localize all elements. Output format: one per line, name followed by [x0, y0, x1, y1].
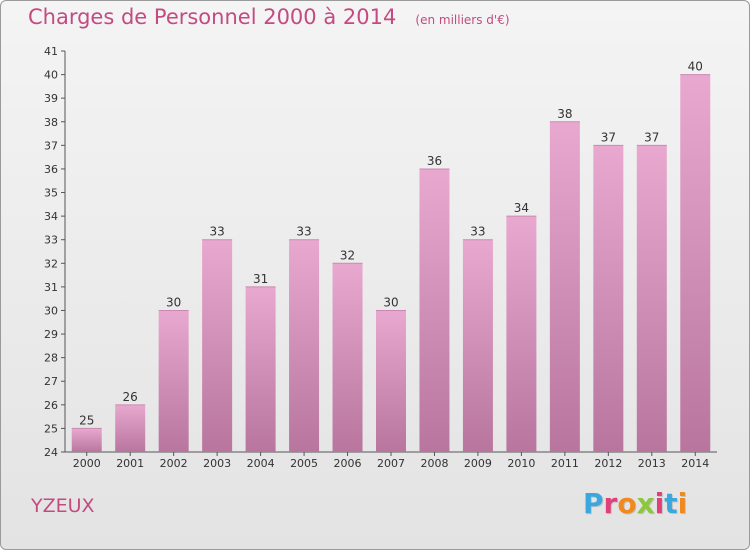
logo-letter: o	[617, 487, 637, 520]
y-tick-label: 25	[44, 422, 58, 435]
bar-value-label: 37	[601, 130, 616, 144]
y-tick-label: 38	[44, 116, 58, 129]
y-tick-label: 30	[44, 304, 58, 317]
x-tick-label: 2012	[594, 457, 622, 470]
x-tick-label: 2013	[638, 457, 666, 470]
y-tick-label: 32	[44, 257, 58, 270]
bar-value-label: 37	[644, 130, 659, 144]
bar	[419, 168, 450, 453]
x-tick-label: 2003	[203, 457, 231, 470]
bar-value-label: 33	[209, 225, 224, 239]
bar-value-label: 33	[296, 225, 311, 239]
commune-name: YZEUX	[31, 495, 95, 517]
x-tick-label: 2007	[377, 457, 405, 470]
y-tick-label: 35	[44, 187, 58, 200]
bar	[462, 239, 493, 452]
x-tick-label: 2006	[334, 457, 362, 470]
bar	[593, 145, 624, 452]
bar	[332, 263, 363, 452]
bar-value-label: 33	[470, 225, 485, 239]
y-tick-label: 26	[44, 399, 58, 412]
x-tick-label: 2004	[247, 457, 275, 470]
x-tick-label: 2001	[116, 457, 144, 470]
y-tick-label: 29	[44, 328, 58, 341]
logo-letter: i	[654, 487, 665, 520]
bar	[71, 428, 102, 452]
bar	[202, 239, 233, 452]
x-tick-label: 2010	[507, 457, 535, 470]
bar	[289, 239, 320, 452]
bar	[680, 74, 711, 453]
title-row: Charges de Personnel 2000 à 2014 (en mil…	[28, 5, 510, 29]
y-tick-label: 41	[44, 45, 58, 58]
bar	[549, 121, 580, 452]
bar-value-label: 31	[253, 272, 268, 286]
x-tick-label: 2000	[73, 457, 101, 470]
bar-value-label: 32	[340, 248, 355, 262]
y-tick-label: 34	[44, 210, 58, 223]
logo-letter: r	[603, 487, 618, 520]
x-tick-label: 2002	[160, 457, 188, 470]
bar	[115, 404, 146, 452]
bar-value-label: 36	[427, 154, 442, 168]
y-tick-label: 36	[44, 163, 58, 176]
bar-value-label: 26	[123, 390, 138, 404]
x-tick-label: 2014	[681, 457, 709, 470]
chart-subtitle: (en milliers d'€)	[415, 13, 510, 27]
bar-value-label: 40	[688, 60, 703, 74]
bar	[376, 310, 406, 452]
y-tick-label: 33	[44, 234, 58, 247]
bar	[636, 145, 667, 452]
y-tick-label: 27	[44, 375, 58, 388]
bar-value-label: 38	[557, 107, 572, 121]
x-tick-label: 2009	[464, 457, 492, 470]
y-tick-label: 37	[44, 139, 58, 152]
x-tick-label: 2005	[290, 457, 318, 470]
x-tick-label: 2011	[551, 457, 579, 470]
y-tick-label: 40	[44, 69, 58, 82]
bar-value-label: 30	[383, 295, 398, 309]
y-tick-label: 31	[44, 281, 58, 294]
proxiti-logo: Proxiti	[583, 487, 687, 520]
bar	[506, 216, 537, 452]
logo-letter: i	[677, 487, 688, 520]
bar-value-label: 25	[79, 413, 94, 427]
logo-letter: x	[636, 487, 655, 520]
bar-value-label: 34	[514, 201, 529, 215]
bar	[245, 286, 276, 452]
logo-letter: t	[664, 487, 678, 520]
chart-title: Charges de Personnel 2000 à 2014	[28, 5, 397, 29]
y-tick-label: 39	[44, 92, 58, 105]
bar	[158, 310, 189, 452]
bar-value-label: 30	[166, 295, 181, 309]
y-tick-label: 24	[44, 446, 58, 459]
y-tick-label: 28	[44, 352, 58, 365]
x-tick-label: 2008	[420, 457, 448, 470]
logo-letter: P	[583, 487, 604, 520]
